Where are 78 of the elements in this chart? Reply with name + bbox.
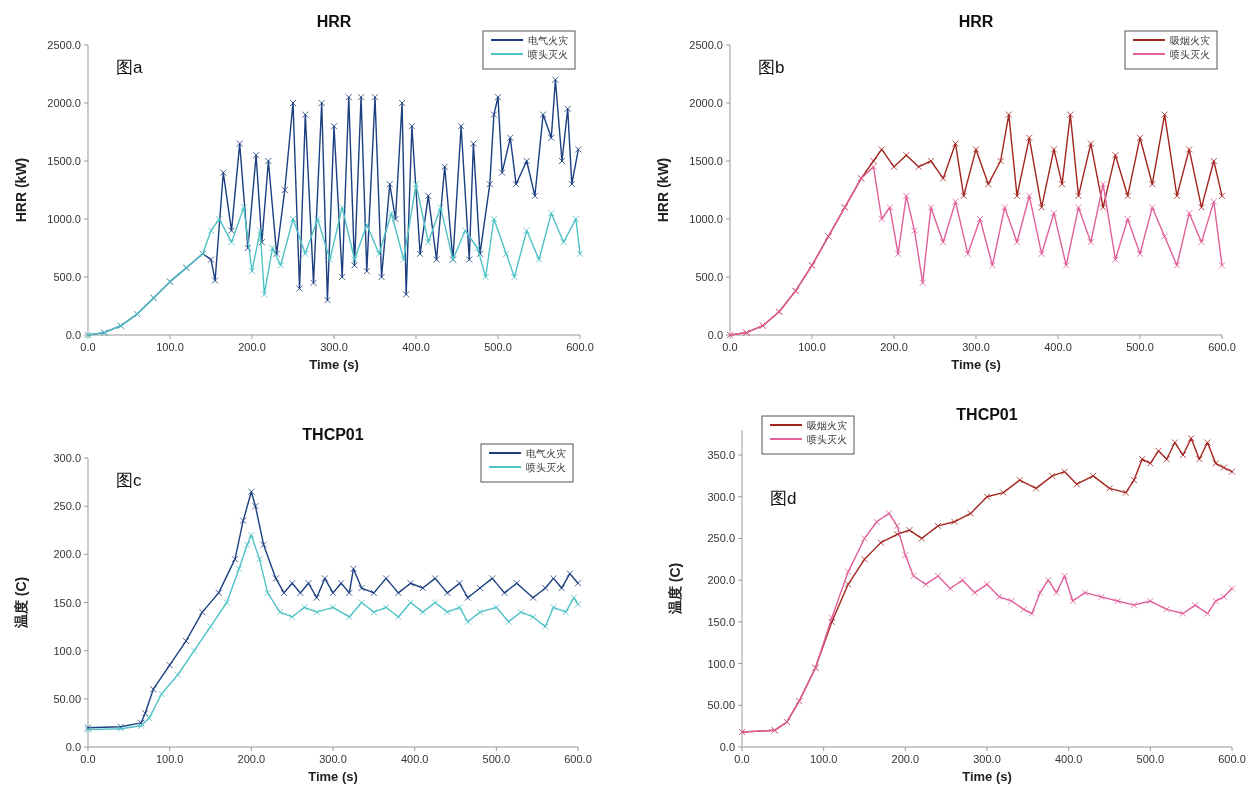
x-axis-title: Time (s) [308,769,358,784]
y-tick-label: 250.0 [707,532,735,545]
x-tick-label: 400.0 [1054,753,1083,765]
x-tick-label: 500.0 [482,753,511,765]
y-tick-label: 500.0 [695,271,723,283]
y-axis-title: 温度 (C) [13,576,29,630]
y-tick-label: 100.0 [53,644,81,657]
x-tick-label: 400.0 [400,753,429,765]
y-tick-label: 300.0 [707,490,735,503]
chart-title: THCP01 [302,426,364,443]
x-axis-title: Time (s) [309,357,359,372]
x-tick-label: 400.0 [402,341,430,353]
x-tick-label: 600.0 [1218,753,1246,765]
x-tick-label: 0.0 [734,753,750,765]
y-tick-label: 2500.0 [47,39,81,51]
y-tick-label: 0.0 [707,329,723,341]
legend-label: 喷头灭火 [528,49,568,60]
y-tick-label: 1000.0 [47,213,81,225]
y-tick-label: 0.0 [65,329,81,341]
x-tick-label: 200.0 [238,341,266,353]
y-tick-label: 0.0 [719,741,735,753]
y-tick-label: 500.0 [53,271,81,283]
x-tick-label: 600.0 [566,341,594,353]
legend-label: 吸烟火灾 [1170,35,1210,46]
x-tick-label: 400.0 [1044,341,1072,353]
legend-label: 吸烟火灾 [807,420,847,431]
x-tick-label: 500.0 [1136,753,1165,765]
x-tick-label: 300.0 [319,753,347,765]
annotation: 图b [758,58,785,77]
y-axis-title: HRR (kW) [13,157,29,223]
x-tick-label: 300.0 [320,341,348,353]
x-tick-label: 100.0 [156,341,184,353]
y-tick-label: 100.0 [707,657,735,670]
x-tick-label: 100.0 [155,753,184,765]
y-tick-label: 150.0 [707,615,735,628]
annotation: 图d [770,489,797,508]
x-axis-title: Time (s) [962,769,1012,784]
x-tick-label: 500.0 [1126,341,1154,353]
x-tick-label: 300.0 [973,753,1001,765]
x-tick-label: 100.0 [798,341,826,353]
y-tick-label: 50.00 [53,692,81,705]
chart-title: HRR [958,13,994,30]
x-tick-label: 300.0 [962,341,990,353]
y-tick-label: 200.0 [53,548,81,561]
legend-label: 电气火灾 [526,448,566,459]
legend-label: 电气火灾 [528,35,568,46]
chart-title: THCP01 [956,406,1018,423]
y-tick-label: 2500.0 [689,39,723,51]
x-tick-label: 0.0 [80,341,96,353]
y-axis-title: 温度 (C) [667,562,683,616]
y-tick-label: 250.0 [53,500,81,513]
y-tick-label: 1000.0 [689,213,723,225]
y-tick-label: 200.0 [707,574,735,587]
y-axis-title: HRR (kW) [655,157,671,223]
x-tick-label: 100.0 [809,753,838,765]
x-tick-label: 200.0 [891,753,920,765]
x-axis-title: Time (s) [951,357,1001,372]
y-tick-label: 2000.0 [47,97,81,109]
annotation: 图c [116,471,142,490]
x-tick-label: 200.0 [237,753,266,765]
x-tick-label: 500.0 [484,341,512,353]
y-tick-label: 1500.0 [689,155,723,167]
y-tick-label: 350.0 [707,449,735,462]
annotation: 图a [116,58,143,77]
y-tick-label: 150.0 [53,596,81,609]
y-tick-label: 1500.0 [47,155,81,167]
y-tick-label: 2000.0 [689,97,723,109]
x-tick-label: 200.0 [880,341,908,353]
x-tick-label: 0.0 [80,753,96,765]
chart-title: HRR [316,13,352,30]
x-tick-label: 600.0 [564,753,592,765]
y-tick-label: 50.00 [707,699,735,712]
y-tick-label: 300.0 [53,452,81,464]
legend-label: 喷头灭火 [807,434,847,445]
legend-label: 喷头灭火 [526,462,566,473]
y-tick-label: 0.0 [65,741,81,753]
legend-label: 喷头灭火 [1170,49,1210,60]
x-tick-label: 600.0 [1208,341,1236,353]
